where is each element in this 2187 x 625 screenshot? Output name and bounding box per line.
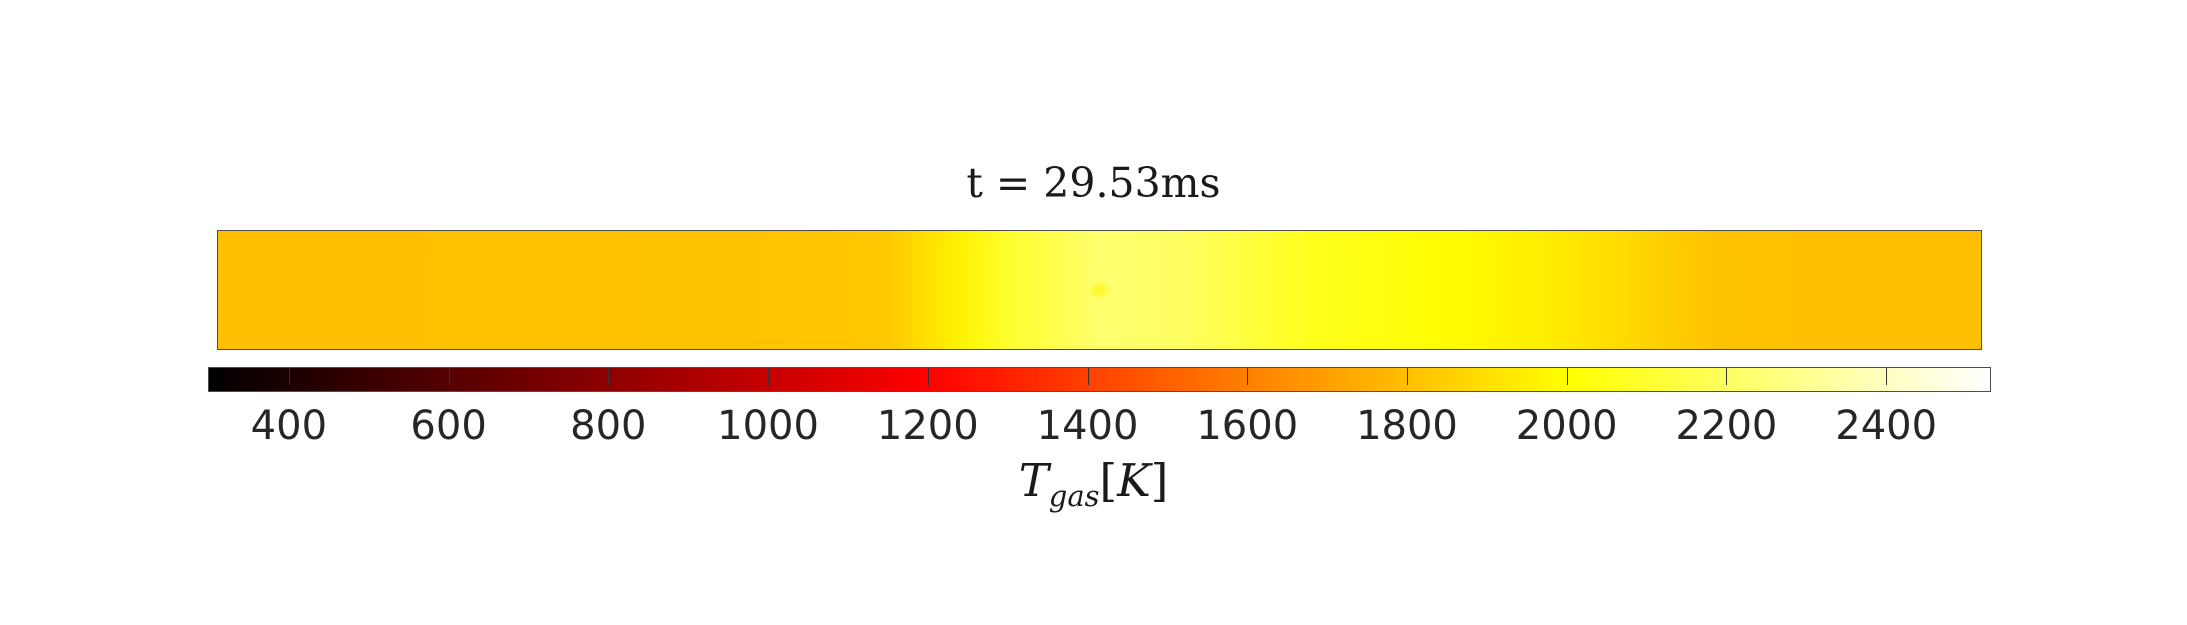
colorbar	[208, 367, 1991, 392]
colorbar-tick-2200	[1726, 368, 1728, 385]
colorbar-tick-label-600: 600	[410, 403, 487, 449]
colorbar-tick-800	[608, 368, 610, 385]
colorbar-tick-label-800: 800	[570, 403, 647, 449]
colorbar-tick-label-400: 400	[250, 403, 328, 449]
temperature-field-image	[218, 231, 1981, 349]
colorbar-tick-1000	[768, 368, 770, 385]
colorbar-tick-1800	[1406, 368, 1408, 385]
colorbar-tick-1200	[927, 368, 929, 385]
colorbar-tick-label-1000: 1000	[717, 403, 819, 449]
colorbar-tick-1600	[1247, 368, 1249, 385]
colorbar-gradient-rect	[209, 368, 1990, 391]
colorbar-tick-400	[288, 368, 290, 385]
colorbar-label: Tgas[K]	[1018, 454, 1169, 513]
plot-title: t = 29.53ms	[966, 159, 1221, 207]
colorbar-tick-label-1600: 1600	[1196, 403, 1299, 449]
colorbar-tick-label-1200: 1200	[876, 403, 979, 449]
colorbar-tick-label-2200: 2200	[1675, 403, 1778, 449]
temperature-hot-spot	[1087, 280, 1112, 300]
colorbar-tick-1400	[1087, 368, 1089, 385]
temperature-field-plot	[217, 230, 1982, 350]
colorbar-tick-label-1400: 1400	[1036, 403, 1139, 449]
colorbar-tick-600	[448, 368, 450, 385]
colorbar-tick-2000	[1566, 368, 1568, 385]
colorbar-tick-2400	[1886, 368, 1888, 385]
colorbar-tick-label-1800: 1800	[1356, 403, 1458, 449]
colorbar-tick-label-2400: 2400	[1835, 403, 1938, 449]
colorbar-gradient	[209, 368, 1990, 391]
colorbar-tick-label-2000: 2000	[1515, 403, 1618, 449]
